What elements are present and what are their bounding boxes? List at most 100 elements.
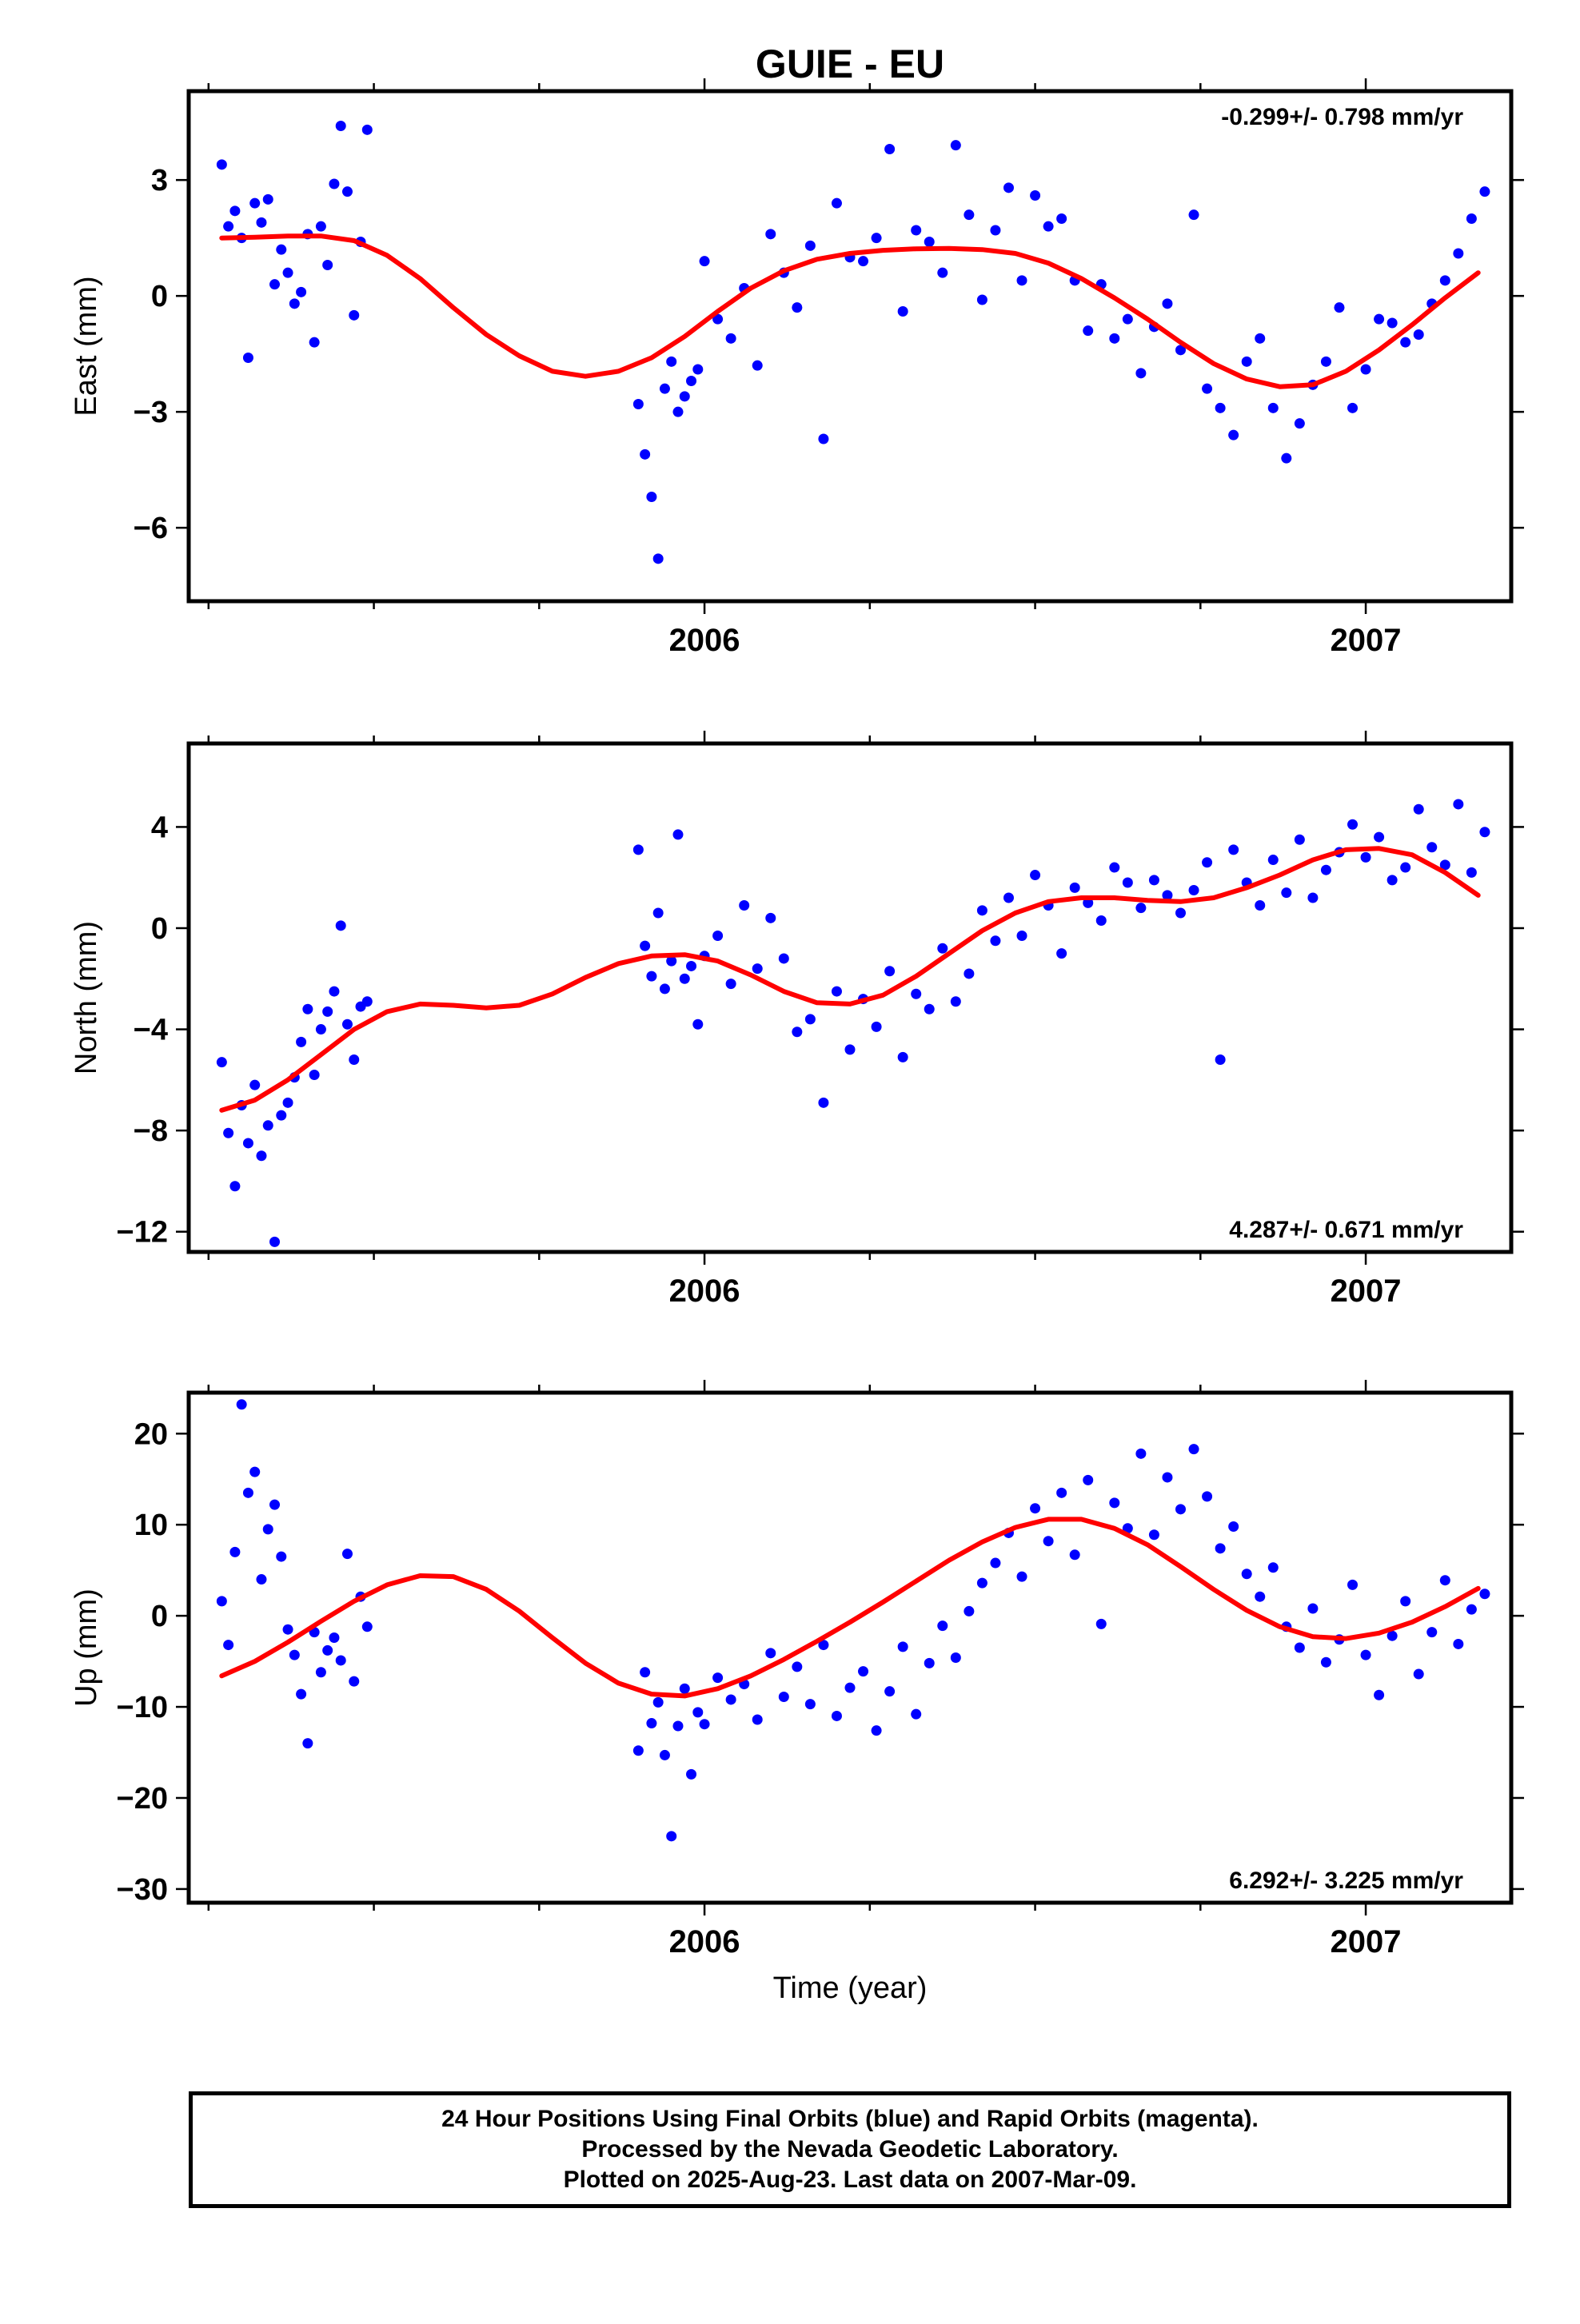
- data-point: [341, 186, 353, 197]
- data-point: [1228, 1521, 1239, 1532]
- data-point: [911, 225, 922, 236]
- data-point: [1030, 1503, 1041, 1514]
- data-point: [1162, 1472, 1173, 1483]
- data-point: [1030, 870, 1041, 881]
- data-point: [1360, 1649, 1371, 1660]
- data-point: [1109, 333, 1120, 344]
- data-point: [361, 1621, 373, 1632]
- data-point: [1175, 1504, 1186, 1515]
- panels: 3 0 −3 −6 2006 2007 East (mm) -0.299+/- 0.798 m…: [70, 78, 1524, 1959]
- data-point: [1320, 864, 1331, 875]
- data-point: [256, 1574, 267, 1585]
- data-point: [1003, 182, 1014, 193]
- data-point: [897, 1641, 908, 1652]
- data-point: [1334, 302, 1345, 313]
- data-point: [765, 1648, 776, 1659]
- data-point: [818, 1640, 829, 1651]
- panel-up: 20 10 0 −10 −20 −30 2006 2007 Up (mm) 6.292+/- 3.…: [70, 1380, 1524, 1959]
- data-point: [1215, 1543, 1226, 1554]
- data-point: [686, 376, 697, 386]
- data-point: [858, 1666, 869, 1677]
- data-point: [1347, 819, 1359, 830]
- data-point: [315, 1667, 326, 1678]
- data-point: [686, 960, 697, 971]
- data-point: [672, 406, 684, 417]
- data-point: [1095, 1618, 1107, 1629]
- data-point: [1043, 221, 1054, 232]
- data-point: [1413, 1668, 1424, 1680]
- y-tick-label: 20: [134, 1417, 168, 1451]
- y-tick-label: −20: [117, 1782, 168, 1816]
- data-point: [282, 1097, 293, 1108]
- data-point: [296, 286, 307, 297]
- data-point: [659, 383, 670, 394]
- data-point: [1453, 248, 1464, 259]
- data-point: [692, 1707, 704, 1718]
- data-point: [1281, 452, 1292, 464]
- data-point: [1386, 317, 1398, 329]
- data-point: [216, 1596, 227, 1607]
- data-point: [322, 1006, 333, 1017]
- data-point: [1466, 213, 1477, 224]
- data-point: [329, 986, 340, 997]
- data-point: [1360, 851, 1371, 863]
- y-tick-label: 0: [151, 912, 168, 946]
- data-point: [361, 996, 373, 1007]
- data-point: [1003, 892, 1014, 903]
- x-axis-label: Time (year): [773, 1971, 928, 2005]
- data-point: [712, 930, 724, 941]
- data-point: [256, 217, 267, 228]
- data-point: [282, 1624, 293, 1635]
- data-point: [1016, 1571, 1027, 1582]
- data-point: [1175, 345, 1186, 356]
- data-layer: [216, 121, 1490, 564]
- data-point: [1479, 1589, 1490, 1600]
- data-point: [309, 1070, 320, 1081]
- data-point: [924, 1657, 935, 1668]
- footer-line-processed: Processed by the Nevada Geodetic Laborat…: [581, 2136, 1119, 2163]
- data-point: [236, 1399, 247, 1410]
- data-point: [242, 1487, 253, 1498]
- x-tick-label: 2006: [669, 1274, 740, 1309]
- x-tick-label: 2007: [1331, 623, 1402, 658]
- data-point: [884, 144, 896, 154]
- data-point: [646, 492, 657, 502]
- data-point: [844, 1044, 856, 1055]
- data-point: [778, 953, 789, 964]
- data-point: [349, 309, 360, 321]
- data-point: [1413, 329, 1424, 340]
- data-point: [249, 197, 261, 209]
- data-point: [679, 973, 690, 984]
- y-axis-label-east: East (mm): [70, 276, 103, 416]
- data-point: [1188, 885, 1199, 896]
- data-point: [1188, 209, 1199, 221]
- data-point: [924, 1003, 935, 1015]
- data-point: [309, 337, 320, 348]
- data-point: [1148, 1529, 1159, 1541]
- data-point: [1241, 356, 1252, 367]
- data-point: [752, 963, 763, 975]
- data-point: [1056, 1487, 1067, 1498]
- data-point: [1347, 1579, 1359, 1590]
- data-point: [1400, 1596, 1411, 1607]
- data-point: [269, 279, 281, 290]
- data-point: [712, 313, 724, 325]
- data-point: [1083, 1474, 1094, 1485]
- footer-caption-box: 24 Hour Positions Using Final Orbits (bl…: [189, 2091, 1511, 2208]
- data-point: [315, 1024, 326, 1035]
- data-point: [950, 140, 961, 151]
- data-point: [1294, 834, 1305, 845]
- data-point: [223, 1640, 234, 1651]
- data-point: [282, 267, 293, 278]
- data-point: [937, 267, 948, 278]
- data-point: [725, 333, 736, 344]
- data-point: [341, 1549, 353, 1560]
- data-point: [335, 121, 346, 131]
- data-point: [315, 221, 326, 232]
- data-point: [302, 1003, 313, 1015]
- data-point: [223, 1127, 234, 1138]
- x-tick-label: 2007: [1331, 1924, 1402, 1959]
- data-point: [792, 302, 803, 313]
- data-point: [632, 1745, 644, 1756]
- data-point: [229, 1181, 241, 1192]
